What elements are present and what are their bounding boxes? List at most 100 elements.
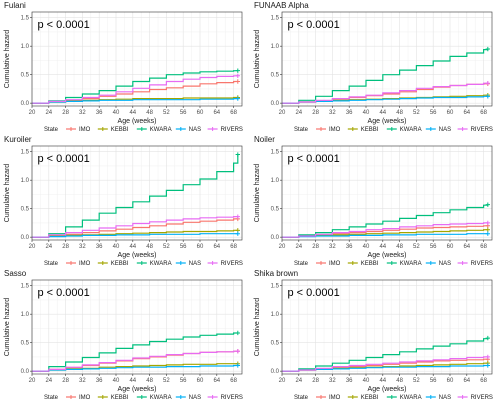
panel-title: FUNAAB Alpha — [254, 1, 309, 10]
chart-panel-6: Shika brown 0.0 0.5 1.0 1.5 20 24 28 32 36 40 44 48 5… — [254, 269, 493, 401]
y-tick-label: 1.5 — [21, 150, 30, 156]
y-tick-label: 0.0 — [271, 101, 280, 107]
chart-panel-4: Noiler 0.0 0.5 1.0 1.5 20 24 28 32 36 40 44 48 52 56 60… — [254, 135, 493, 267]
x-tick-label: 20 — [279, 110, 286, 116]
series-line-kwara — [32, 70, 238, 104]
y-axis-label: Cumulative hazard — [254, 164, 261, 222]
p-value-annotation: p < 0.0001 — [37, 19, 89, 31]
x-tick-label: 56 — [430, 244, 437, 250]
x-tick-label: 52 — [163, 378, 170, 384]
x-tick-label: 60 — [197, 244, 204, 250]
x-tick-label: 64 — [213, 244, 220, 250]
legend-title: State — [294, 261, 309, 267]
legend-title: State — [294, 127, 309, 133]
x-axis-label: Age (weeks) — [368, 118, 407, 125]
x-axis-label: Age (weeks) — [118, 252, 157, 259]
legend-label-kebbi: KEBBI — [361, 395, 379, 401]
legend-label-imo: IMO — [79, 127, 91, 133]
x-tick-label: 28 — [312, 378, 319, 384]
p-value-annotation: p < 0.0001 — [287, 19, 339, 31]
x-tick-label: 40 — [113, 110, 120, 116]
series-line-kwara — [32, 154, 239, 238]
legend-label-nas: NAS — [439, 261, 451, 267]
x-axis-label: Age (weeks) — [368, 252, 407, 259]
x-tick-label: 68 — [230, 378, 237, 384]
chart-panel-5: Sasso 0.0 0.5 1.0 1.5 20 24 28 32 36 40 44 48 52 56 60 6… — [4, 269, 243, 401]
censor-mark-imo — [235, 79, 240, 84]
censor-mark-nas — [485, 94, 490, 99]
p-value-annotation: p < 0.0001 — [287, 153, 339, 165]
series-line-kwara — [282, 338, 489, 372]
x-axis-label: Age (weeks) — [118, 118, 157, 125]
y-tick-label: 1.0 — [271, 44, 280, 50]
x-tick-label: 44 — [129, 244, 136, 250]
plot-border — [31, 145, 243, 241]
series-line-kwara — [282, 204, 489, 238]
legend: State IMO KEBBI KWARA NAS RIVERS — [294, 127, 493, 133]
x-tick-label: 28 — [62, 244, 69, 250]
x-tick-label: 52 — [163, 244, 170, 250]
y-tick-label: 0.0 — [21, 235, 30, 241]
legend-label-kebbi: KEBBI — [111, 395, 129, 401]
x-tick-label: 52 — [413, 110, 420, 116]
x-tick-label: 56 — [180, 378, 187, 384]
series-line-kwara — [32, 332, 238, 372]
censor-mark-kwara — [485, 202, 490, 207]
y-axis-label: Cumulative hazard — [4, 30, 11, 88]
panel-title: Sasso — [4, 269, 27, 278]
legend-label-kwara: KWARA — [150, 395, 172, 401]
legend-label-rivers: RIVERS — [471, 261, 493, 267]
legend: State IMO KEBBI KWARA NAS RIVERS — [44, 127, 243, 133]
x-tick-label: 48 — [146, 378, 153, 384]
legend-label-rivers: RIVERS — [221, 395, 243, 401]
x-tick-label: 52 — [163, 110, 170, 116]
plot-border — [281, 145, 493, 241]
legend-label-rivers: RIVERS — [221, 261, 243, 267]
x-tick-label: 44 — [379, 110, 386, 116]
chart-panel-3: Kuroiler 0.0 0.5 1.0 1.5 20 24 28 32 36 40 44 48 52 56… — [4, 135, 243, 267]
censor-mark-rivers — [485, 81, 490, 86]
legend-label-nas: NAS — [189, 127, 201, 133]
x-tick-label: 20 — [279, 244, 286, 250]
legend: State IMO KEBBI KWARA NAS RIVERS — [294, 395, 493, 401]
x-tick-label: 36 — [346, 110, 353, 116]
plot-area — [32, 146, 242, 240]
chart-panel-1: Fulani 0.0 0.5 1.0 1.5 20 24 28 32 36 40 44 48 52 56 60… — [4, 1, 243, 133]
legend-label-rivers: RIVERS — [221, 127, 243, 133]
censor-mark-kwara — [235, 68, 240, 73]
plot-area — [282, 12, 492, 106]
x-tick-label: 60 — [197, 378, 204, 384]
chart-panel-2: FUNAAB Alpha 0.0 0.5 1.0 1.5 20 24 28 32 36 40 44 48… — [254, 1, 493, 133]
x-tick-label: 36 — [96, 110, 103, 116]
x-tick-label: 36 — [346, 244, 353, 250]
x-tick-label: 68 — [480, 110, 487, 116]
censor-mark-kwara — [485, 335, 490, 341]
censor-mark-kwara — [235, 330, 240, 336]
legend-label-kwara: KWARA — [150, 127, 172, 133]
panel-title: Shika brown — [254, 269, 298, 278]
x-tick-label: 60 — [447, 110, 454, 116]
legend-label-kwara: KWARA — [400, 395, 422, 401]
legend-label-imo: IMO — [329, 127, 341, 133]
x-tick-label: 24 — [45, 244, 52, 250]
x-axis-label: Age (weeks) — [368, 386, 407, 393]
censor-mark-rivers — [485, 354, 490, 360]
x-tick-label: 32 — [79, 244, 86, 250]
panel-title: Fulani — [4, 1, 26, 10]
y-tick-label: 1.5 — [21, 16, 30, 22]
censor-mark-rivers — [485, 220, 490, 226]
legend-title: State — [44, 127, 59, 133]
y-tick-label: 0.5 — [271, 341, 280, 347]
x-tick-label: 40 — [363, 110, 370, 116]
panel-title: Noiler — [254, 135, 275, 144]
plot-border — [31, 279, 243, 375]
series-line-rivers — [282, 222, 488, 238]
legend-label-nas: NAS — [189, 395, 201, 401]
y-tick-label: 1.0 — [271, 178, 280, 184]
legend-label-kebbi: KEBBI — [361, 261, 379, 267]
legend-label-rivers: RIVERS — [471, 395, 493, 401]
censor-mark-nas — [235, 96, 240, 101]
plot-border — [31, 11, 243, 107]
panel-title: Kuroiler — [4, 135, 32, 144]
